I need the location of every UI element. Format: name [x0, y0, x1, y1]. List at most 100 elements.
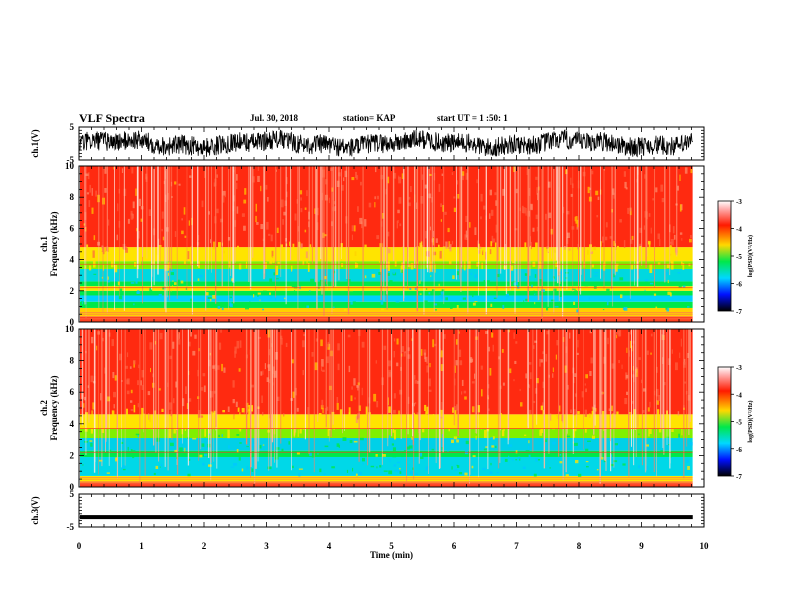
spectrogram-ch2-speck-344 — [552, 373, 554, 378]
spectrogram-ch2-speck-308 — [227, 406, 230, 412]
spectrogram-ch2-speck-358 — [621, 364, 623, 369]
spectrogram-ch2-speck-101 — [111, 339, 114, 347]
spectrogram-ch2-low-170 — [406, 446, 410, 450]
spectrogram-ch2-low-85 — [508, 455, 510, 458]
spectrogram-ch2-speck-365 — [485, 331, 488, 334]
spectrogram-ch2-low-207 — [82, 464, 84, 466]
spectrogram-ch1-speck-141 — [354, 251, 357, 256]
spectrogram-ch2-low-192 — [517, 456, 521, 459]
spectrogram-ch2-speck-126 — [126, 352, 129, 358]
spectrogram-ch2-speck-38 — [347, 334, 351, 338]
spectrogram-ch2-speck-18 — [474, 373, 476, 379]
spectrogram-ch2-yellow-61 — [257, 406, 260, 409]
spectrogram-ch1-speck-106 — [605, 236, 608, 241]
spectrogram-ch1-low-59 — [381, 308, 384, 311]
spectrogram-ch1-low-68 — [262, 290, 267, 293]
spectrogram-ch2-low-91 — [388, 470, 393, 475]
spectrogram-ch2-speck-108 — [680, 338, 682, 347]
spectrogram-ch2-speck-227 — [556, 414, 559, 419]
spectrogram-ch1-yellow-70 — [378, 257, 380, 263]
spectrogram-ch1-sferic-135 — [612, 166, 614, 307]
spectrogram-ch2-yellow-23 — [91, 423, 93, 432]
spectrogram-ch1-sferic-51 — [326, 166, 328, 285]
spectrogram-ch2-sferic-41 — [614, 329, 616, 428]
spectrogram-ch2-sferic-14 — [499, 329, 501, 463]
spectrogram-ch2-low-214 — [393, 464, 396, 467]
spectrogram-ch1-low-16 — [168, 272, 169, 276]
spectrogram-ch2-sferic-137 — [683, 329, 685, 479]
spectrogram-ch1-sferic-143 — [514, 166, 516, 314]
spectrogram-ch2-sferic-52 — [171, 329, 173, 441]
spectrogram-ch1-sferic-128 — [542, 166, 544, 269]
spectrogram-ch1-yellow-82 — [364, 244, 367, 252]
spectrogram-ch2-sferic-69 — [609, 329, 611, 442]
spectrogram-ch1-speck-186 — [223, 250, 225, 254]
spectrogram-ch1-low-85 — [687, 306, 690, 308]
spectrogram-ch2-low-117 — [457, 465, 460, 468]
spectrogram-ch2-speck-338 — [387, 397, 389, 406]
spectrogram-ch1-speck-45 — [630, 239, 633, 244]
spectrogram-ch2-speck-152 — [213, 390, 216, 394]
spectrogram-ch1-sferic-120 — [384, 166, 385, 264]
ytick-label-s2-0: 0 — [70, 482, 75, 492]
spectrogram-ch1-sferic-38 — [611, 166, 612, 289]
spectrogram-ch1-yellow-130 — [649, 247, 652, 251]
spectrogram-ch1-low-36 — [627, 306, 630, 308]
spectrogram-ch1-low-133 — [298, 303, 303, 308]
spectrogram-ch1-sferic-149 — [558, 166, 560, 301]
spectrogram-ch2-yellow-128 — [237, 407, 240, 412]
spectrogram-ch2-speck-187 — [125, 365, 128, 369]
spectrogram-ch1-speck-75 — [266, 221, 269, 230]
spectrogram-ch2-speck-236 — [489, 368, 492, 376]
ytick-label-s1-3: 6 — [70, 223, 75, 233]
spectrogram-ch1-speck-229 — [461, 174, 464, 181]
spectrogram-ch2-speck-145 — [461, 391, 463, 395]
spectrogram-ch2-speck-70 — [383, 345, 387, 350]
ytick-label-s2-5: 10 — [65, 324, 75, 334]
spectrogram-ch1-speck-133 — [491, 235, 494, 244]
spectrogram-ch1-sferic-8 — [562, 166, 564, 318]
spectrogram-ch2-speck-154 — [464, 396, 467, 400]
spectrogram-ch1-low-114 — [559, 293, 562, 297]
spectrogram-ch2-low-80 — [358, 471, 362, 475]
spectrogram-ch2-speck-179 — [375, 360, 377, 364]
spectrogram-ch1-low-7 — [424, 300, 428, 305]
spectrogram-ch2-speck-309 — [186, 403, 189, 409]
spectrogram-ch1-speck-313 — [574, 216, 576, 222]
spectrogram-ch2-speck-211 — [536, 378, 539, 384]
spectrogram-ch2-yellow-19 — [559, 405, 561, 412]
spectrogram-ch1-low-160 — [539, 279, 543, 283]
spectrogram-ch2-speck-231 — [137, 380, 139, 386]
spectrogram-ch1-sferic-23 — [345, 166, 347, 279]
spectrogram-ch1-low-201 — [269, 292, 271, 295]
spectrogram-ch1-low-82 — [209, 297, 212, 302]
spectrogram-ch1-speck-91 — [477, 240, 479, 248]
spectrogram-ch1-sferic-109 — [230, 166, 231, 276]
spectrogram-ch1-speck-15 — [576, 219, 579, 228]
spectrogram-ch2-band-0 — [80, 482, 693, 487]
spectrogram-ch1-yellow-17 — [291, 265, 293, 272]
spectrogram-ch1-low-0 — [584, 282, 589, 287]
spectrogram-ch1-low-146 — [401, 269, 404, 273]
spectrogram-ch1-low-205 — [185, 287, 187, 290]
spectrogram-ch2-sferic-44 — [663, 329, 665, 455]
spectrogram-ch1-sferic-26 — [547, 166, 549, 307]
spectrogram-ch2-low-171 — [262, 444, 265, 446]
spectrogram-ch2-low-184 — [408, 445, 413, 449]
spectrogram-ch1-low-165 — [238, 288, 240, 290]
spectrogram-ch2-yellow-157 — [227, 429, 230, 439]
spectrogram-ch2-speck-331 — [130, 389, 133, 394]
spectrogram-ch1-speck-231 — [495, 200, 498, 206]
spectrogram-ch2-speck-159 — [96, 345, 98, 351]
spectrogram-ch2-speck-185 — [141, 384, 144, 390]
spectrogram-ch1-speck-361 — [591, 170, 594, 175]
spectrogram-ch1-low-177 — [649, 282, 654, 285]
spectrogram-ch2-low-147 — [399, 471, 402, 474]
spectrogram-ch2-speck-61 — [646, 350, 649, 355]
spectrogram-ch2-yellow-35 — [648, 427, 650, 437]
spectrogram-ch2-low-64 — [376, 466, 378, 469]
spectrogram-ch1-yellow-117 — [272, 256, 275, 263]
spectrogram-ch2-low-187 — [267, 466, 272, 470]
spectrogram-ch1-low-200 — [669, 292, 672, 297]
spectrogram-ch2-sferic-120 — [406, 329, 407, 482]
